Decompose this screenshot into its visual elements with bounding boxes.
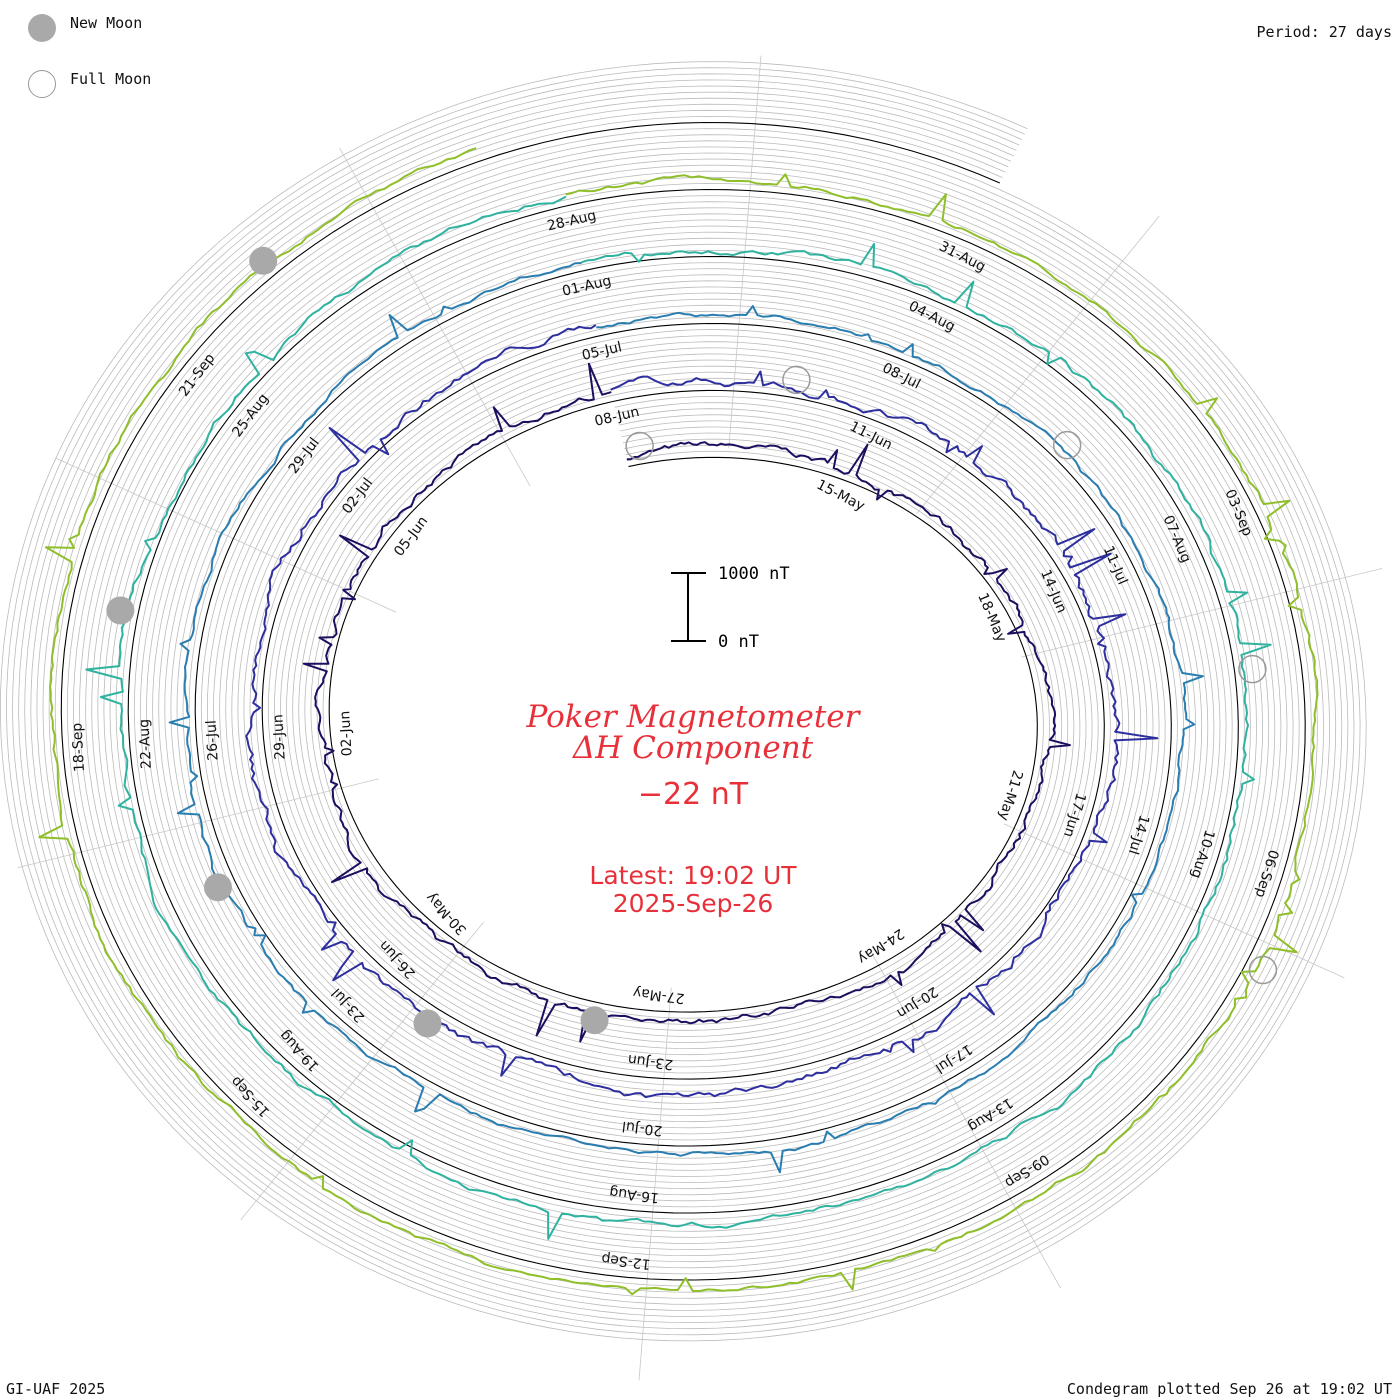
new-moon-marker <box>106 596 135 625</box>
grid-spoke <box>339 147 531 487</box>
grid-spoke <box>1003 823 1345 979</box>
date-label: 30-May <box>423 889 470 938</box>
title-line-1: Poker Magnetometer <box>526 699 862 735</box>
full-moon-marker <box>625 431 654 461</box>
date-label: 05-Jun <box>391 513 431 559</box>
full-moon-marker <box>1248 955 1278 985</box>
grid-layer <box>0 55 1383 1381</box>
date-label: 07-Aug <box>1160 513 1194 565</box>
date-label: 18-May <box>974 591 1009 645</box>
date-label: 29-Jun <box>270 714 288 760</box>
date-label: 17-Jul <box>932 1041 975 1077</box>
date-label: 11-Jun <box>847 419 895 454</box>
grid-spiral <box>18 79 1349 1324</box>
date-label: 31-Aug <box>936 238 988 275</box>
date-label: 08-Jun <box>593 404 641 430</box>
grid-spoke <box>1021 568 1383 658</box>
date-label: 13-Aug <box>965 1094 1016 1135</box>
plot-timestamp-label: Condegram plotted Sep 26 at 19:02 UT <box>1066 1380 1392 1398</box>
grid-spiral <box>24 85 1343 1317</box>
credit-label: GI-UAF 2025 <box>6 1380 106 1398</box>
grid-spiral <box>12 73 1355 1330</box>
date-label: 02-Jun <box>337 710 355 756</box>
moon-layer <box>106 246 1278 1038</box>
grid-spoke <box>638 987 672 1381</box>
new-moon-marker <box>204 873 233 902</box>
grid-spoke <box>55 457 397 613</box>
grid-spiral <box>48 109 1318 1293</box>
date-label: 04-Aug <box>906 298 958 335</box>
date-label: 28-Aug <box>546 208 598 235</box>
date-label: 26-Jul <box>204 720 222 761</box>
latest-time: Latest: 19:02 UT <box>589 861 797 890</box>
date-label: 21-May <box>995 768 1025 822</box>
latest-date: 2025-Sep-26 <box>613 889 774 918</box>
new-moon-legend-label: New Moon <box>70 14 143 32</box>
new-moon-marker <box>580 1006 609 1035</box>
date-label: 16-Aug <box>608 1184 659 1206</box>
new-moon-marker <box>413 1009 442 1038</box>
date-label: 23-Jun <box>627 1051 674 1072</box>
date-label: 22-Aug <box>136 719 155 770</box>
date-label: 03-Sep <box>1221 487 1255 539</box>
date-label: 01-Aug <box>561 273 613 300</box>
grid-spiral <box>30 91 1337 1311</box>
data-series-5 <box>38 147 1319 1296</box>
current-value: −22 nT <box>638 777 749 812</box>
date-label: 27-May <box>632 984 685 1006</box>
date-label: 15-May <box>814 477 867 515</box>
date-label: 09-Sep <box>1002 1151 1052 1191</box>
date-label: 12-Sep <box>600 1250 651 1272</box>
date-label: 14-Jul <box>1125 813 1152 856</box>
grid-spiral <box>0 61 1367 1342</box>
date-label: 18-Sep <box>69 722 88 772</box>
data-series-2 <box>245 324 1159 1099</box>
baseline-spiral <box>60 121 1306 1281</box>
scale-bottom-label: 0 nT <box>718 632 759 652</box>
full-moon-legend-label: Full Moon <box>70 70 152 88</box>
title-line-2: ΔH Component <box>572 730 814 766</box>
date-label: 15-Sep <box>228 1073 273 1120</box>
full-moon-marker <box>1238 654 1267 684</box>
full-moon-legend-icon <box>28 70 56 98</box>
grid-spoke <box>869 949 1061 1289</box>
scale-bar: 1000 nT 0 nT <box>671 564 790 652</box>
grid-spiral <box>42 103 1324 1299</box>
data-series-1 <box>302 362 1071 1043</box>
data-series-4 <box>85 195 1272 1240</box>
full-moon-marker <box>1052 430 1082 460</box>
cycle-layer <box>38 147 1319 1296</box>
grid-spiral <box>36 97 1331 1305</box>
grid-spoke <box>17 778 379 868</box>
data-series-3 <box>168 262 1204 1174</box>
period-label: Period: 27 days <box>1256 23 1392 41</box>
grid-spoke <box>240 921 484 1221</box>
date-label: 20-Jul <box>621 1118 663 1139</box>
grid-spiral <box>5 67 1361 1336</box>
new-moon-legend-icon <box>28 14 56 42</box>
new-moon-marker <box>249 246 278 275</box>
full-moon-marker <box>782 365 811 395</box>
scale-top-label: 1000 nT <box>718 564 790 584</box>
center-title: Poker Magnetometer ΔH Component −22 nT L… <box>526 699 862 918</box>
date-label: 23-Jul <box>329 985 368 1026</box>
